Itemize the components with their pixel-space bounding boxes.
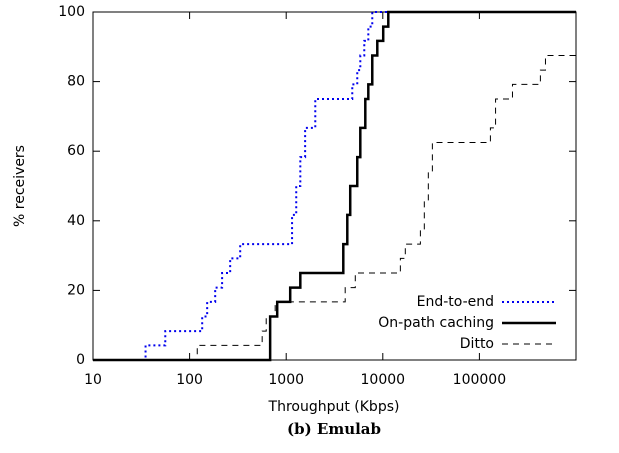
x-tick-label: 10 (84, 372, 102, 388)
legend-label: Ditto (460, 336, 494, 352)
y-axis-label: % receivers (12, 145, 28, 227)
y-tick-label: 40 (67, 213, 85, 229)
caption: (b) Emulab (287, 420, 381, 438)
x-tick-label: 1000 (268, 372, 304, 388)
y-tick-label: 80 (67, 74, 85, 90)
y-tick-label: 0 (76, 352, 85, 368)
y-tick-label: 100 (58, 4, 85, 20)
cdf-line (93, 55, 576, 361)
x-tick-label: 10000 (361, 372, 406, 388)
legend-label: End-to-end (417, 294, 494, 310)
y-tick-label: 60 (67, 143, 85, 159)
legend-label: On-path caching (378, 315, 494, 331)
plot-frame (92, 11, 577, 361)
x-tick-label: 100000 (453, 372, 506, 388)
x-tick-label: 100 (176, 372, 203, 388)
x-axis-label: Throughput (Kbps) (268, 399, 400, 415)
cdf-line (93, 11, 576, 361)
y-tick-label: 20 (67, 282, 85, 298)
cdf-line (93, 10, 576, 362)
